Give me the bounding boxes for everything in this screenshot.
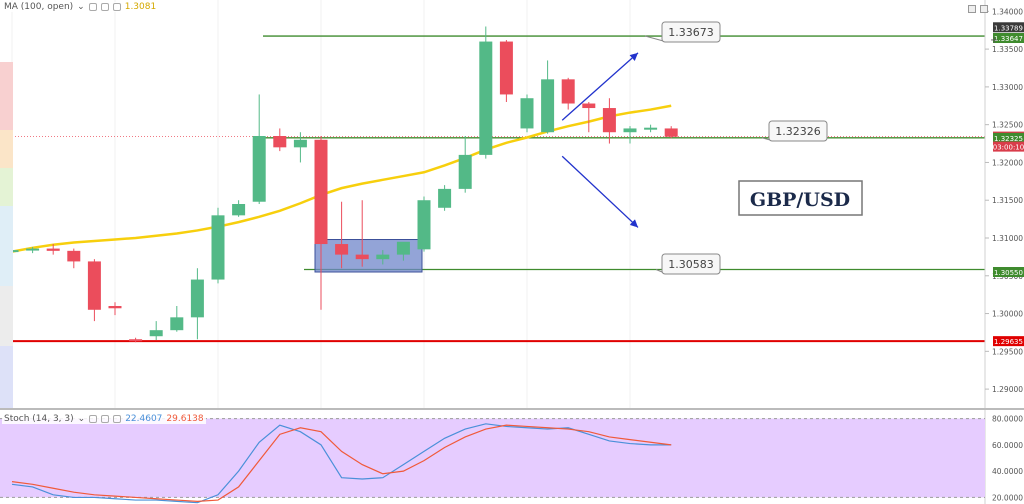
level-callouts: 1.33673 1.32326 1.30583 — [644, 21, 828, 275]
candle-body — [644, 127, 658, 130]
candle-body — [26, 248, 40, 251]
collapse-pane-icon[interactable] — [968, 5, 976, 13]
pair-title: GBP/USD — [750, 189, 850, 211]
left-gutter-strip — [0, 62, 13, 408]
price-tick-label: 1.29000 — [992, 385, 1023, 394]
stoch-legend-k: 22.4607 — [125, 414, 163, 424]
price-tag-label: 1.29635 — [994, 338, 1023, 346]
candle-body — [149, 330, 163, 337]
price-tick-label: 1.34000 — [992, 7, 1023, 16]
price-tag-label: 1.30550 — [994, 269, 1023, 277]
stoch-tick-label: 20.0000 — [992, 493, 1023, 502]
candle-body — [129, 339, 143, 342]
chevron-down-icon[interactable]: ⌄ — [77, 2, 85, 12]
candle-body — [46, 248, 60, 251]
stoch-tick-label: 40.0000 — [992, 467, 1023, 476]
close-icon[interactable] — [113, 415, 122, 423]
callout-label: 1.30583 — [668, 258, 714, 271]
eye-icon[interactable] — [88, 3, 97, 11]
price-tag — [993, 132, 1024, 143]
stoch-tick-label: 60.0000 — [992, 441, 1023, 450]
candle-body — [458, 154, 472, 189]
price-tag-label: 1.33789 — [994, 24, 1023, 32]
settings-icon[interactable] — [101, 415, 110, 423]
price-tags: 1.337891.336471.323421.323251.305501.296… — [993, 22, 1024, 347]
price-tick-label: 1.29500 — [992, 347, 1023, 356]
stoch-pane[interactable]: 80.0000 60.0000 40.0000 20.0000 — [0, 415, 1023, 504]
callout-box — [768, 120, 828, 142]
price-tick-label: 1.30000 — [992, 310, 1023, 319]
candle-body — [252, 136, 266, 202]
candle-body — [170, 317, 184, 331]
candle-body — [561, 79, 575, 104]
callout-box — [661, 253, 721, 275]
ma-legend[interactable]: MA (100, open) ⌄ 1.3081 — [2, 2, 159, 12]
candle-body — [664, 128, 678, 137]
candle-body — [417, 200, 431, 250]
countdown-tag — [993, 141, 1024, 152]
candle-body — [232, 204, 246, 216]
stoch-legend[interactable]: Stoch (14, 3, 3) ⌄ 22.4607 29.6138 — [2, 414, 206, 424]
stoch-band — [0, 418, 985, 498]
price-tag — [993, 33, 1024, 44]
candle-body — [438, 188, 452, 208]
stoch-legend-d: 29.6138 — [166, 414, 204, 424]
ma-legend-label: MA (100, open) — [4, 2, 74, 12]
price-tick-label: 1.32000 — [992, 158, 1023, 167]
candle-body — [314, 139, 328, 245]
ma-line — [11, 104, 672, 253]
candle-body — [273, 136, 287, 148]
candle-body — [293, 139, 307, 148]
candle-body — [67, 250, 81, 262]
forecast-arrows — [561, 52, 639, 228]
callout-box — [661, 21, 721, 43]
callout-label: 1.32326 — [775, 125, 821, 138]
stoch-tick-label: 80.0000 — [992, 415, 1023, 424]
candle-body — [376, 254, 390, 260]
price-tick-label: 1.31500 — [992, 196, 1023, 205]
chevron-down-icon[interactable]: ⌄ — [77, 414, 86, 424]
close-icon[interactable] — [112, 3, 121, 11]
eye-icon[interactable] — [89, 415, 98, 423]
candle-body — [190, 279, 204, 318]
price-tag — [993, 267, 1024, 277]
candle-body — [520, 98, 534, 129]
up-arrow — [561, 52, 639, 121]
crosshair-plus-icon[interactable]: + — [990, 35, 998, 46]
candle-body — [582, 103, 596, 109]
candle-body — [541, 79, 555, 133]
candle-body — [108, 306, 122, 309]
down-arrow — [561, 155, 639, 228]
candles — [5, 26, 678, 343]
settings-icon[interactable] — [100, 3, 109, 11]
price-tick-label: 1.31000 — [992, 234, 1023, 243]
candle-body — [211, 215, 225, 280]
ma-legend-value: 1.3081 — [124, 2, 157, 12]
price-tick-label: 1.33000 — [992, 83, 1023, 92]
stoch-legend-label: Stoch (14, 3, 3) — [4, 414, 74, 424]
candle-body — [602, 108, 616, 133]
countdown-label: 03:00:10 — [993, 144, 1024, 152]
candle-body — [396, 241, 410, 255]
candle-body — [87, 261, 101, 310]
callout-label: 1.33673 — [668, 26, 714, 39]
candle-body — [479, 41, 493, 155]
candle-body — [499, 41, 513, 95]
maximize-pane-icon[interactable] — [980, 5, 988, 13]
stoch-d-line — [11, 424, 672, 502]
candle-body — [355, 254, 369, 260]
pair-title-box: GBP/USD — [738, 180, 863, 216]
price-tag-label: 1.33647 — [994, 35, 1023, 43]
price-tag — [993, 22, 1024, 33]
candle-body — [335, 244, 349, 255]
price-tick-label: 1.33500 — [992, 45, 1023, 54]
candle-body — [623, 128, 637, 133]
price-pane[interactable]: 1.33673 1.32326 1.30583 GBP/USD — [0, 0, 985, 408]
price-tag-label: 1.32325 — [994, 135, 1023, 143]
price-tag — [993, 336, 1024, 347]
price-tick-label: 1.32500 — [992, 121, 1023, 130]
